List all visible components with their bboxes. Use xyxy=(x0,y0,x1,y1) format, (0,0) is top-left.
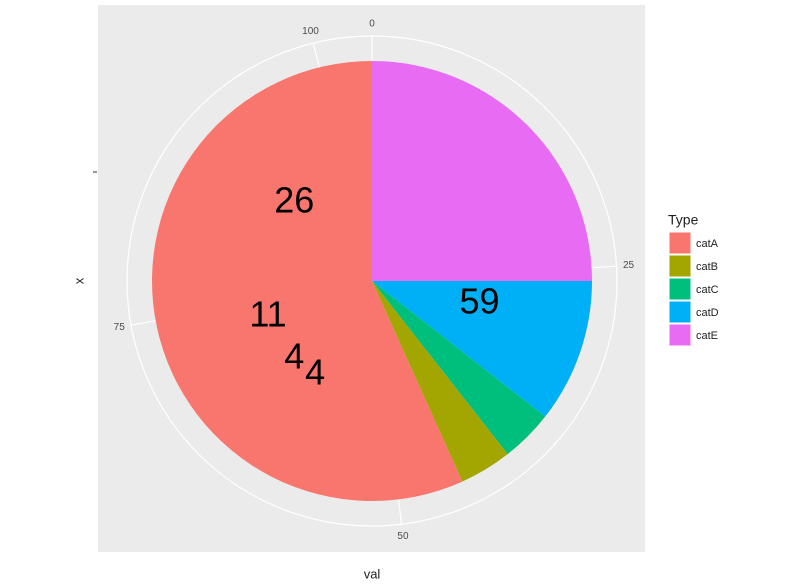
pie-slice xyxy=(151,61,463,501)
theta-tick-label: 50 xyxy=(397,531,409,542)
pie-slice xyxy=(372,281,546,455)
legend-key xyxy=(668,277,692,301)
legend-key xyxy=(668,323,692,347)
legend-label: catD xyxy=(696,307,719,319)
pie-slice xyxy=(372,281,592,417)
legend-label: catB xyxy=(696,261,718,273)
value-label: 4 xyxy=(305,352,325,393)
legend-key xyxy=(668,254,692,278)
x-axis-label: val xyxy=(364,566,381,581)
theta-tick-label: 0 xyxy=(369,19,375,30)
pie-slice xyxy=(372,281,508,482)
legend-title: Type xyxy=(668,212,699,228)
theta-tick-label: 75 xyxy=(114,322,126,333)
legend-label: catA xyxy=(696,238,719,250)
legend-key xyxy=(668,300,692,324)
theta-tick-label: 25 xyxy=(623,260,635,271)
value-label: 4 xyxy=(284,335,304,376)
y-axis-label: x xyxy=(71,277,86,284)
pie-slice xyxy=(372,61,592,281)
value-label: 11 xyxy=(249,293,286,334)
value-label: 59 xyxy=(460,281,500,322)
legend-key xyxy=(668,231,692,255)
theta-tick-label: 100 xyxy=(302,26,319,37)
legend-label: catC xyxy=(696,284,719,296)
value-label: 26 xyxy=(274,180,314,221)
legend-label: catE xyxy=(696,330,718,342)
